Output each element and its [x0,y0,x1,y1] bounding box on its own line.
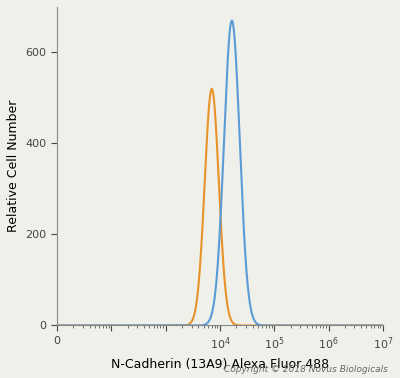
Text: Copyright © 2018 Novus Biologicals: Copyright © 2018 Novus Biologicals [224,365,388,374]
X-axis label: N-Cadherin (13A9) Alexa Fluor 488: N-Cadherin (13A9) Alexa Fluor 488 [111,358,329,371]
Y-axis label: Relative Cell Number: Relative Cell Number [7,100,20,232]
